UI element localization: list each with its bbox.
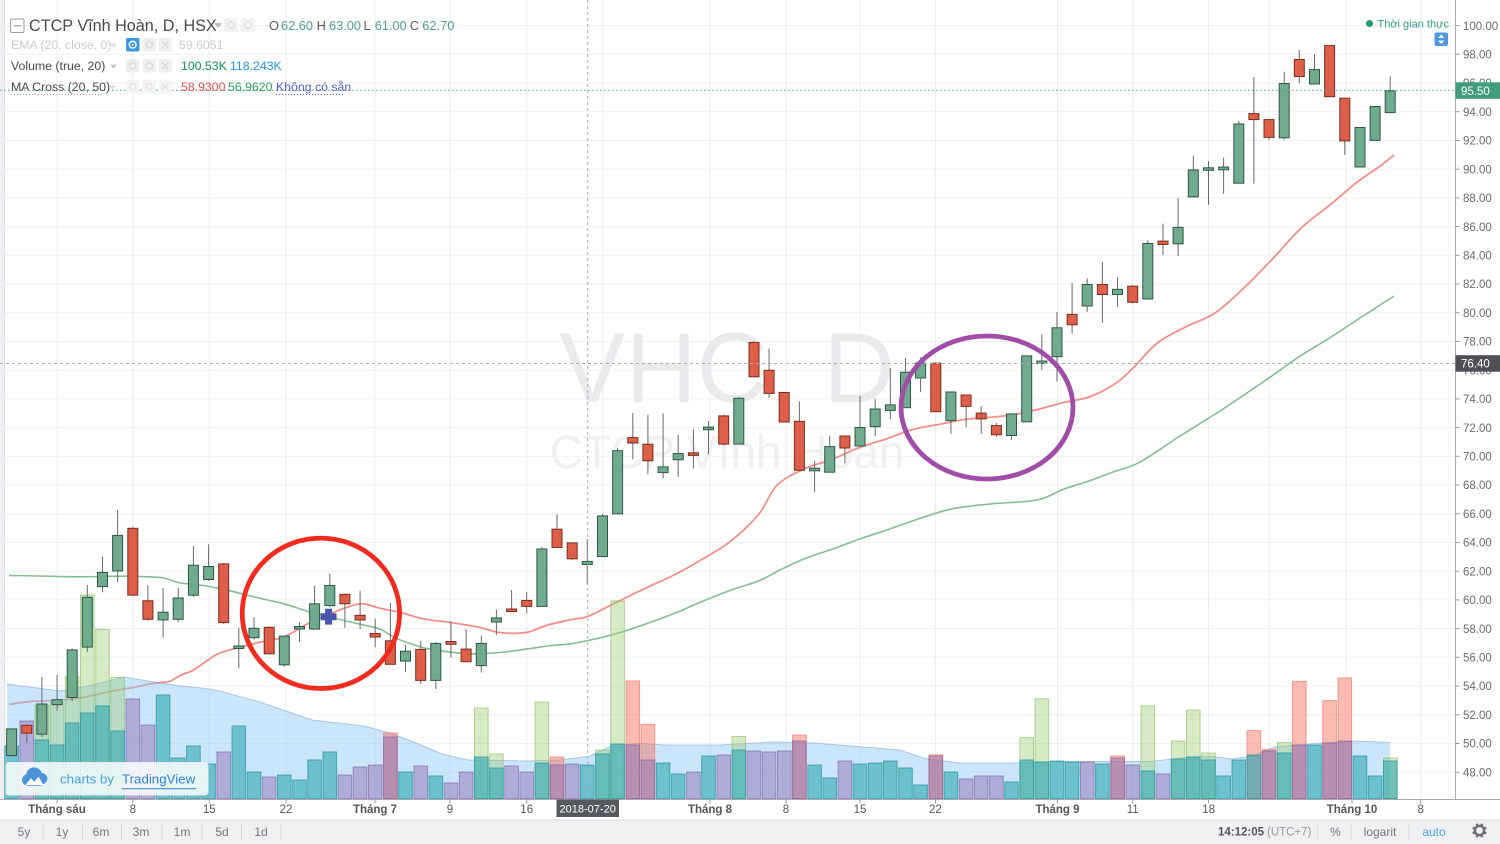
svg-text:logarit: logarit: [1364, 825, 1397, 839]
svg-text:64.00: 64.00: [1463, 538, 1492, 550]
svg-text:80.00: 80.00: [1463, 308, 1492, 320]
svg-text:15: 15: [203, 804, 216, 816]
svg-text:63.00: 63.00: [329, 18, 361, 33]
svg-text:Tháng 8: Tháng 8: [688, 804, 733, 816]
svg-text:62.00: 62.00: [1463, 566, 1492, 578]
svg-text:9: 9: [447, 804, 453, 816]
svg-text:74.00: 74.00: [1463, 394, 1492, 406]
svg-text:56.9620: 56.9620: [228, 80, 273, 94]
svg-text:8: 8: [783, 804, 789, 816]
svg-text:58.9300: 58.9300: [181, 80, 226, 94]
svg-text:52.00: 52.00: [1463, 710, 1492, 722]
svg-text:84.00: 84.00: [1463, 251, 1492, 263]
svg-text:100.53K: 100.53K: [181, 59, 228, 73]
svg-text:22: 22: [280, 804, 293, 816]
svg-text:98.00: 98.00: [1463, 50, 1492, 62]
svg-text:78.00: 78.00: [1463, 337, 1492, 349]
svg-text:Không có sẵn: Không có sẵn: [276, 79, 351, 94]
svg-text:1y: 1y: [56, 825, 69, 839]
svg-text:59.6051: 59.6051: [179, 38, 224, 52]
svg-text:14:12:05: 14:12:05: [1218, 827, 1265, 839]
svg-text:Volume (true, 20): Volume (true, 20): [11, 59, 105, 73]
svg-text:22: 22: [929, 804, 942, 816]
svg-text:72.00: 72.00: [1463, 423, 1492, 435]
svg-text:15: 15: [854, 804, 867, 816]
svg-text:L: L: [364, 18, 371, 33]
svg-text:(UTC+7): (UTC+7): [1267, 827, 1312, 839]
svg-text:76.40: 76.40: [1461, 359, 1490, 371]
svg-text:90.00: 90.00: [1463, 164, 1492, 176]
svg-text:TradingView: TradingView: [122, 772, 196, 787]
svg-text:VHC, D: VHC, D: [559, 312, 895, 423]
svg-text:95.50: 95.50: [1461, 86, 1490, 98]
svg-text:56.00: 56.00: [1463, 653, 1492, 665]
svg-text:18: 18: [1202, 804, 1215, 816]
svg-text:82.00: 82.00: [1463, 279, 1492, 291]
svg-text:O: O: [269, 18, 279, 33]
svg-text:62.60: 62.60: [281, 18, 313, 33]
svg-text:Tháng 7: Tháng 7: [353, 804, 397, 816]
svg-text:5y: 5y: [18, 825, 31, 839]
svg-text:Tháng sáu: Tháng sáu: [28, 804, 86, 816]
svg-text:EMA (20, close, 0): EMA (20, close, 0): [11, 38, 111, 52]
svg-text:68.00: 68.00: [1463, 480, 1492, 492]
svg-text:48.00: 48.00: [1463, 767, 1492, 779]
svg-text:100.00: 100.00: [1463, 21, 1498, 33]
svg-text:54.00: 54.00: [1463, 681, 1492, 693]
svg-text:auto: auto: [1422, 825, 1446, 839]
svg-text:8: 8: [1417, 804, 1423, 816]
svg-text:86.00: 86.00: [1463, 222, 1492, 234]
svg-text:62.70: 62.70: [422, 18, 454, 33]
svg-text:charts by: charts by: [60, 772, 114, 787]
svg-text:61.00: 61.00: [375, 18, 407, 33]
svg-text:H: H: [317, 18, 326, 33]
svg-text:16: 16: [520, 804, 533, 816]
svg-text:C: C: [410, 18, 419, 33]
svg-text:MA Cross (20, 50): MA Cross (20, 50): [11, 80, 110, 94]
svg-text:50.00: 50.00: [1463, 739, 1492, 751]
svg-text:11: 11: [1127, 804, 1139, 816]
svg-text:88.00: 88.00: [1463, 193, 1492, 205]
svg-text:70.00: 70.00: [1463, 452, 1492, 464]
svg-text:118.243K: 118.243K: [230, 59, 283, 73]
svg-text:94.00: 94.00: [1463, 107, 1492, 119]
svg-text:%: %: [1330, 825, 1341, 839]
svg-text:1m: 1m: [174, 825, 191, 839]
svg-text:2018-07-20: 2018-07-20: [560, 803, 616, 815]
svg-text:Tháng 10: Tháng 10: [1327, 804, 1377, 816]
svg-text:3m: 3m: [133, 825, 150, 839]
svg-text:58.00: 58.00: [1463, 624, 1492, 636]
svg-text:92.00: 92.00: [1463, 136, 1492, 148]
svg-text:Tháng 9: Tháng 9: [1035, 804, 1079, 816]
svg-text:1d: 1d: [254, 825, 267, 839]
svg-text:Thời gian thực: Thời gian thực: [1378, 19, 1450, 31]
svg-text:66.00: 66.00: [1463, 509, 1492, 521]
svg-text:60.00: 60.00: [1463, 595, 1492, 607]
svg-text:5d: 5d: [215, 825, 228, 839]
svg-text:CTCP Vĩnh Hoàn, D, HSX: CTCP Vĩnh Hoàn, D, HSX: [29, 17, 217, 35]
svg-text:8: 8: [130, 804, 136, 816]
svg-text:6m: 6m: [93, 825, 110, 839]
